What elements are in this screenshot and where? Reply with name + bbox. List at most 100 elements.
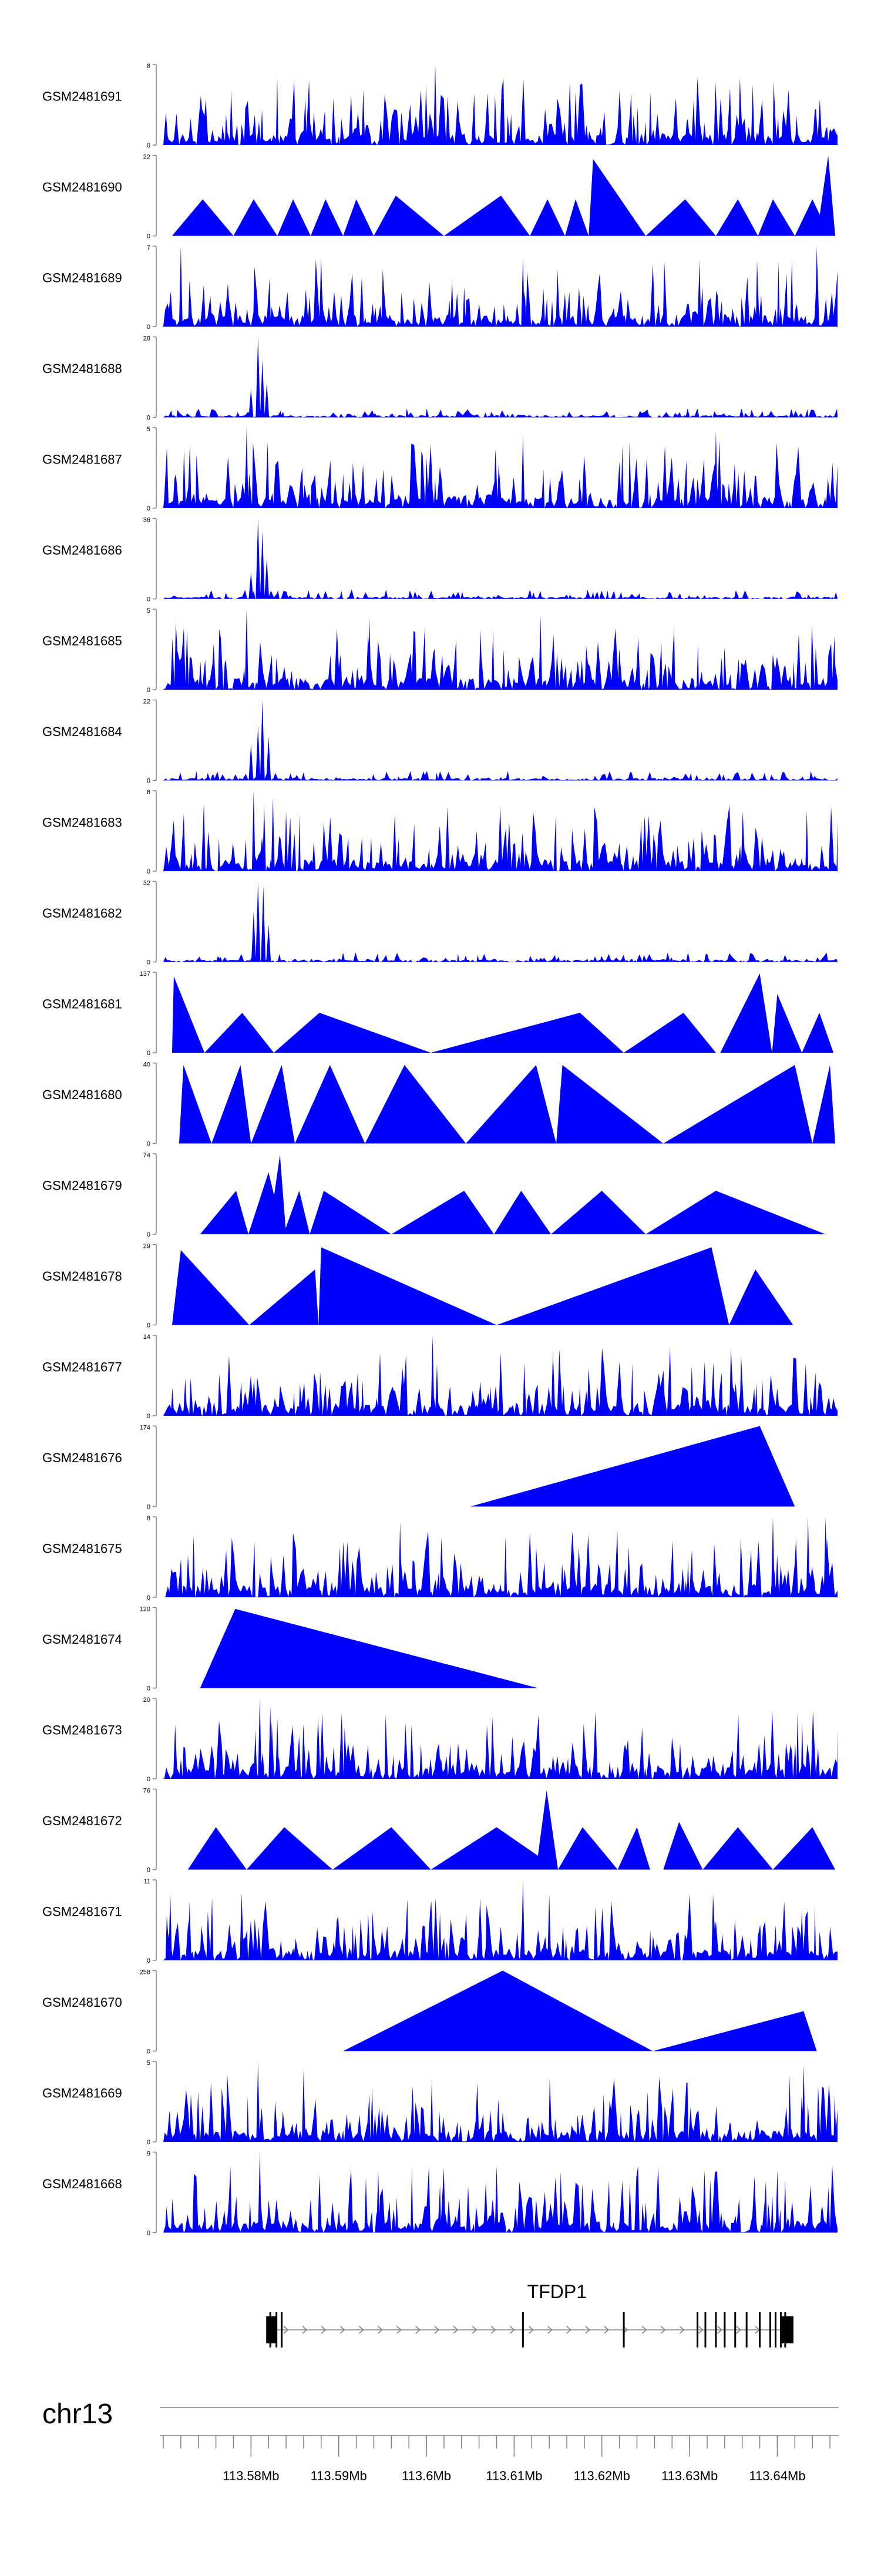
y-min-label: 0 xyxy=(147,415,150,422)
coverage-triangle xyxy=(530,199,566,236)
y-min-label: 0 xyxy=(147,1413,150,1420)
tick-label: 113.63Mb xyxy=(661,2468,718,2483)
coverage-triangle xyxy=(758,199,795,236)
track-GSM2481674: GSM2481674 120 0 xyxy=(42,1606,538,1692)
tick-label: 113.62Mb xyxy=(574,2468,630,2483)
track-GSM2481685: GSM2481685 5 0 xyxy=(42,607,838,694)
coverage-peak xyxy=(398,1522,402,1597)
coverage-triangle xyxy=(310,199,344,236)
track-label: GSM2481677 xyxy=(42,1360,122,1375)
track-label: GSM2481682 xyxy=(42,906,122,921)
y-max-label: 174 xyxy=(140,1425,150,1432)
coverage-peak xyxy=(187,1902,191,1960)
coverage-peak xyxy=(179,246,183,327)
coverage-triangle xyxy=(246,1827,333,1870)
track-GSM2481677: GSM2481677 14 0 xyxy=(42,1334,838,1420)
coverage-triangle xyxy=(645,1190,826,1234)
exon-mark xyxy=(269,2312,271,2347)
coverage-triangle xyxy=(233,199,278,236)
coverage-peak xyxy=(714,431,718,508)
coverage-triangle xyxy=(663,1064,813,1144)
coverage-peak xyxy=(248,572,254,599)
y-max-label: 20 xyxy=(143,1697,150,1704)
coverage-peak xyxy=(266,924,271,962)
strand-chevron xyxy=(529,2326,534,2334)
y-max-label: 6 xyxy=(147,789,150,796)
track-label: GSM2481681 xyxy=(42,997,122,1012)
coverage-triangle xyxy=(283,1190,310,1234)
y-min-label: 0 xyxy=(147,868,150,875)
coverage-peak xyxy=(521,435,525,508)
coverage-peak xyxy=(271,797,275,871)
y-max-label: 8 xyxy=(147,1515,150,1522)
coverage-peak xyxy=(244,428,248,508)
track-label: GSM2481678 xyxy=(42,1269,122,1284)
coverage-triangle xyxy=(558,1827,618,1870)
coverage-triangle xyxy=(443,196,530,236)
strand-chevron xyxy=(547,2326,553,2334)
coverage-triangle xyxy=(496,1247,729,1325)
track-label: GSM2481671 xyxy=(42,1905,122,1919)
y-max-label: 22 xyxy=(143,698,150,706)
coverage-triangle xyxy=(702,1827,773,1870)
coverage-triangle xyxy=(551,1190,646,1234)
coverage-area xyxy=(163,771,838,781)
strand-chevron xyxy=(698,2326,704,2334)
coverage-peak xyxy=(367,617,371,690)
coverage-peak xyxy=(261,886,266,962)
tick-label: 113.64Mb xyxy=(749,2468,805,2483)
coverage-triangle xyxy=(200,1608,538,1688)
coverage-peak xyxy=(433,65,437,145)
tick-label: 113.59Mb xyxy=(311,2468,367,2483)
coverage-peak xyxy=(266,736,271,781)
coverage-peak xyxy=(255,337,261,418)
coverage-peak xyxy=(539,615,543,690)
y-max-label: 7 xyxy=(147,244,150,251)
track-label: GSM2481676 xyxy=(42,1450,122,1465)
y-max-label: 5 xyxy=(147,607,150,614)
track-label: GSM2481680 xyxy=(42,1087,122,1102)
coverage-triangle xyxy=(720,973,772,1053)
coverage-triangle xyxy=(374,196,444,236)
strand-chevron xyxy=(717,2326,722,2334)
track-label: GSM2481686 xyxy=(42,543,122,557)
y-min-label: 0 xyxy=(147,1594,150,1601)
y-min-label: 0 xyxy=(147,2048,150,2056)
coverage-peak xyxy=(251,791,255,871)
coverage-triangle xyxy=(617,1827,650,1870)
track-GSM2481681: GSM2481681 137 0 xyxy=(42,970,834,1057)
coverage-triangle xyxy=(211,1064,251,1144)
coverage-triangle xyxy=(470,1426,795,1507)
coverage-peak xyxy=(264,559,270,599)
coverage-peak xyxy=(268,1706,273,1779)
y-min-label: 0 xyxy=(147,233,150,240)
coverage-peak xyxy=(275,1718,280,1779)
coverage-area xyxy=(163,1347,838,1416)
exon-block xyxy=(781,2316,793,2343)
y-min-label: 0 xyxy=(147,1867,150,1874)
coverage-area xyxy=(163,441,838,508)
y-max-label: 76 xyxy=(143,1788,150,1795)
exon-mark xyxy=(769,2312,772,2347)
coverage-peak xyxy=(489,1387,493,1416)
coverage-peak xyxy=(284,811,288,871)
exon-mark xyxy=(715,2312,717,2347)
y-min-label: 0 xyxy=(147,2230,150,2237)
coverage-triangle xyxy=(268,1154,287,1234)
coverage-peak xyxy=(771,1517,775,1597)
y-max-label: 29 xyxy=(143,1243,150,1250)
coverage-triangle xyxy=(645,199,716,236)
coverage-triangle xyxy=(187,1827,247,1870)
coverage-triangle xyxy=(179,1064,212,1144)
coverage-triangle xyxy=(343,199,374,236)
track-label: GSM2481672 xyxy=(42,1813,122,1828)
y-max-label: 8 xyxy=(147,63,150,70)
track-GSM2481680: GSM2481680 40 0 xyxy=(42,1062,836,1148)
track-label: GSM2481673 xyxy=(42,1723,122,1738)
y-max-label: 36 xyxy=(143,517,150,524)
coverage-triangle xyxy=(249,1269,319,1325)
y-min-label: 0 xyxy=(147,1685,150,1692)
coverage-peak xyxy=(823,1517,828,1597)
y-min-label: 0 xyxy=(147,1957,150,1964)
